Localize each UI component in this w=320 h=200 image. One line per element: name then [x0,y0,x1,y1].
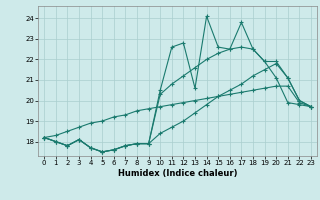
X-axis label: Humidex (Indice chaleur): Humidex (Indice chaleur) [118,169,237,178]
